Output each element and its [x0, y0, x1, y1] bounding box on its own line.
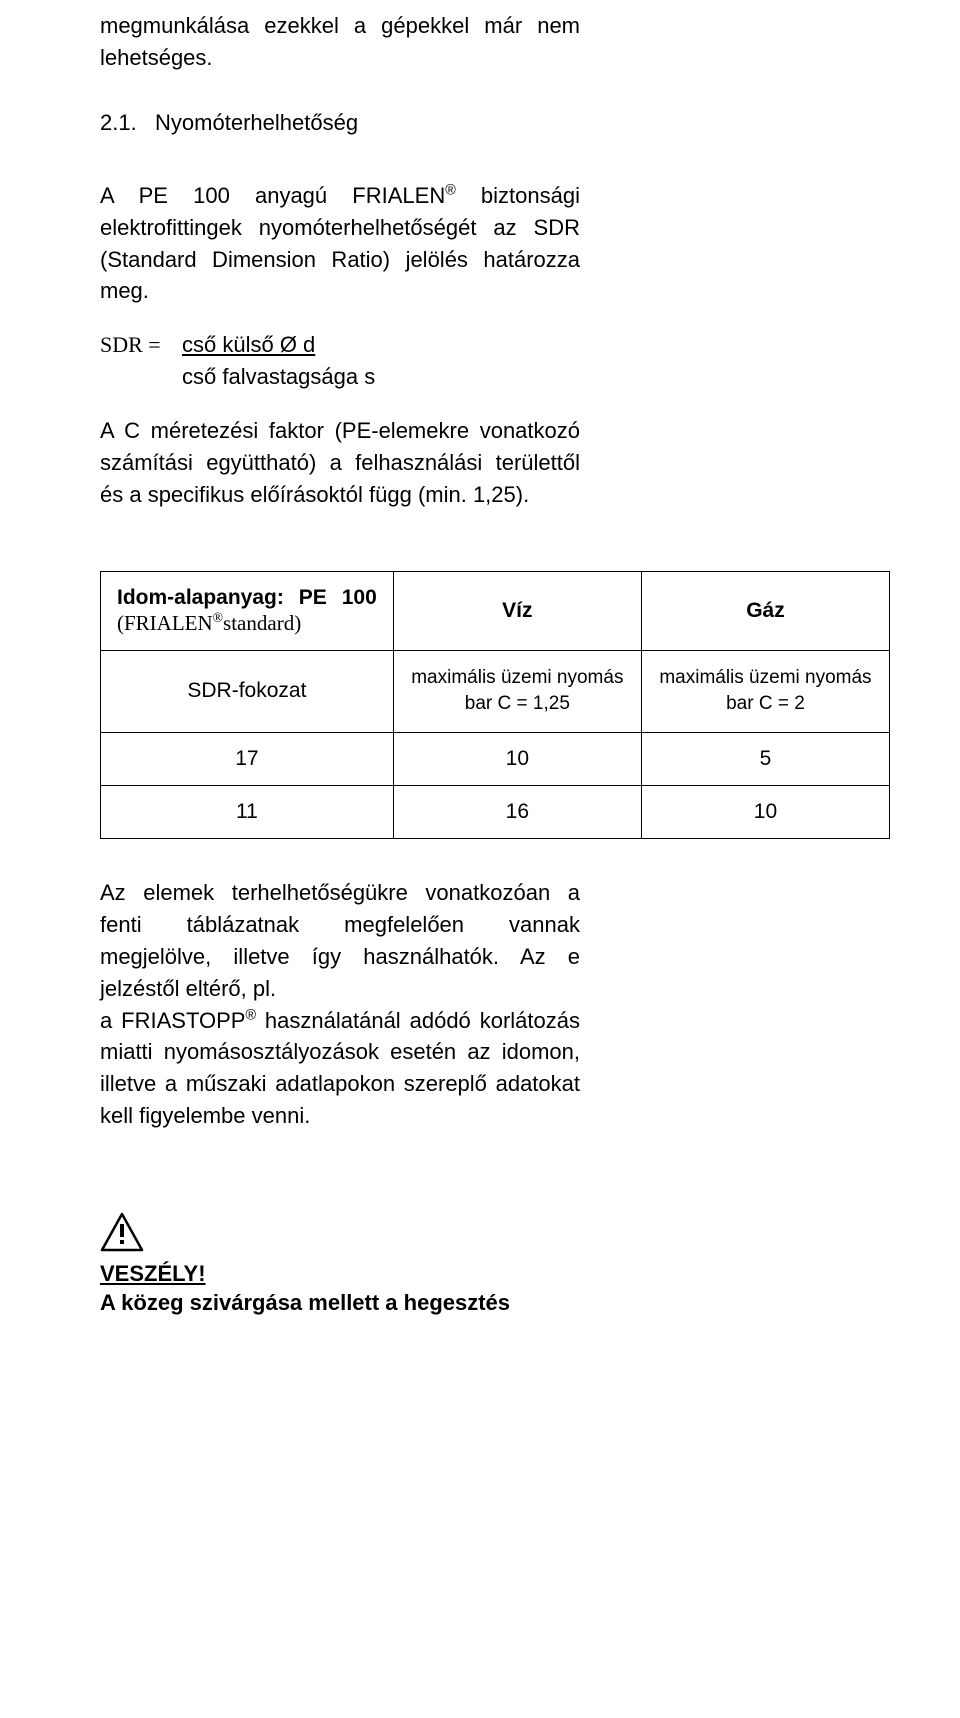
table-header-material: Idom-alapanyag: PE 100 (FRIALEN®standard… — [101, 571, 394, 650]
sdr-numerator: cső külső Ø d — [182, 329, 315, 361]
material-pe: PE — [299, 586, 327, 610]
cell-sdr-11: 11 — [101, 785, 394, 838]
table-subheader-row: SDR-fokozat maximális üzemi nyomás bar C… — [101, 650, 890, 732]
hazard-block: VESZÉLY! A közeg szivárgása mellett a he… — [100, 1212, 890, 1319]
hazard-line: A közeg szivárgása mellett a hegesztés — [100, 1287, 580, 1319]
table-row: 11 16 10 — [101, 785, 890, 838]
table-header-row: Idom-alapanyag: PE 100 (FRIALEN®standard… — [101, 571, 890, 650]
paragraph-after-table-2: a FRIASTOPP® használatánál adódó korláto… — [100, 1005, 580, 1133]
table-row: 17 10 5 — [101, 732, 890, 785]
paragraph-intro: megmunkálása ezekkel a gépekkel már nem … — [100, 10, 580, 74]
sdr-formula: SDR = cső külső Ø d cső falvastagsága s — [100, 329, 890, 393]
section-heading: 2.1. Nyomóterhelhetőség — [100, 110, 890, 136]
cell-water-11: 16 — [393, 785, 641, 838]
warning-triangle-icon — [100, 1212, 890, 1257]
cell-sdr-label: SDR-fokozat — [101, 650, 394, 732]
section-number: 2.1. — [100, 110, 137, 135]
sdr-label: SDR = — [100, 329, 182, 361]
table-header-gas: Gáz — [641, 571, 889, 650]
material-sub: (FRIALEN®standard) — [117, 611, 301, 635]
cell-gas-11: 10 — [641, 785, 889, 838]
table-header-water: Víz — [393, 571, 641, 650]
cell-water-label: maximális üzemi nyomás bar C = 1,25 — [393, 650, 641, 732]
cell-sdr-17: 17 — [101, 732, 394, 785]
cell-gas-label: maximális üzemi nyomás bar C = 2 — [641, 650, 889, 732]
paragraph-c-factor: A C méretezési faktor (PE-elemekre vonat… — [100, 415, 580, 511]
sdr-denominator: cső falvastagsága s — [182, 361, 375, 393]
hazard-title: VESZÉLY! — [100, 1261, 890, 1287]
paragraph-section-intro: A PE 100 anyagú FRIALEN® biztonsági elek… — [100, 180, 580, 308]
pressure-table: Idom-alapanyag: PE 100 (FRIALEN®standard… — [100, 571, 890, 839]
cell-gas-17: 5 — [641, 732, 889, 785]
document-page: megmunkálása ezekkel a gépekkel már nem … — [0, 0, 960, 1718]
cell-water-17: 10 — [393, 732, 641, 785]
material-num: 100 — [342, 586, 377, 610]
paragraph-after-table-1: Az elemek terhelhetőségükre vonatkozóan … — [100, 877, 580, 1005]
material-label: Idom-alapanyag: — [117, 586, 284, 610]
section-title: Nyomóterhelhetőség — [155, 110, 358, 135]
